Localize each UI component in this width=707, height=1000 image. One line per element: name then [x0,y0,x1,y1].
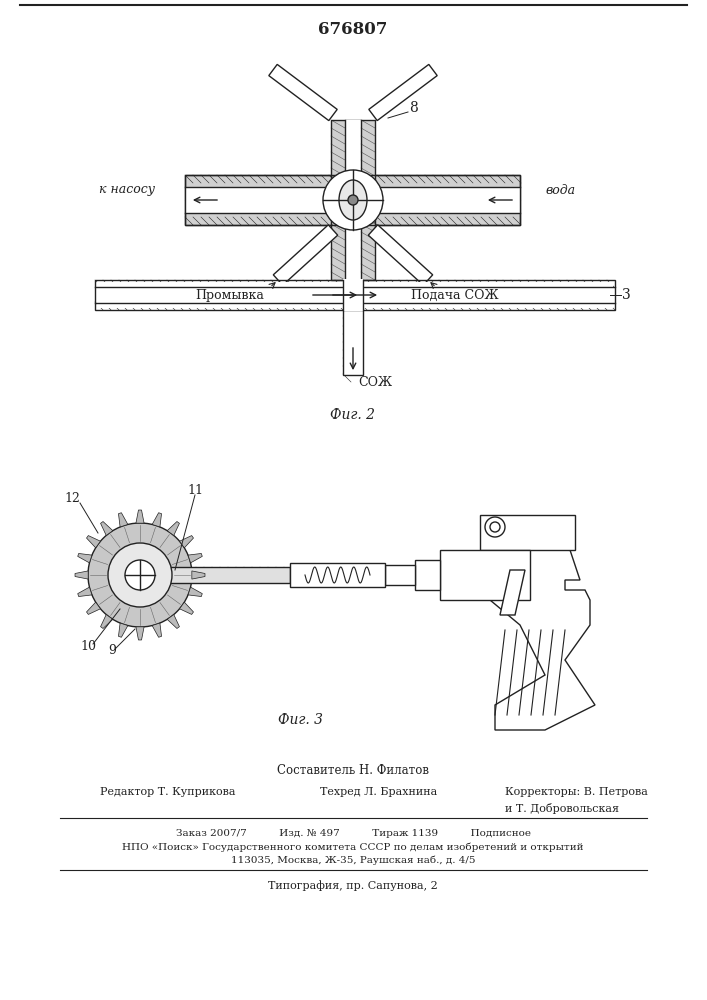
Polygon shape [490,550,595,730]
Text: 113035, Москва, Ж-35, Раушская наб., д. 4/5: 113035, Москва, Ж-35, Раушская наб., д. … [230,855,475,865]
Bar [95,280,615,310]
Polygon shape [119,623,128,637]
Bar [440,550,530,600]
Circle shape [348,195,358,205]
Text: 10: 10 [80,641,96,654]
Text: к насосу: к насосу [99,184,155,196]
Polygon shape [369,64,437,121]
Polygon shape [269,64,337,121]
Bar [97,290,613,308]
Polygon shape [500,570,525,615]
Bar [97,282,613,308]
Bar [185,175,520,200]
Polygon shape [167,522,180,535]
Text: Фиг. 2: Фиг. 2 [330,408,375,422]
Text: Техред Л. Брахнина: Техред Л. Брахнина [320,787,437,797]
Text: 9: 9 [108,645,116,658]
Text: Типография, пр. Сапунова, 2: Типография, пр. Сапунова, 2 [268,881,438,891]
Polygon shape [86,536,100,548]
Circle shape [125,560,155,590]
Bar [415,560,440,590]
Bar [345,120,361,280]
Bar [343,310,363,375]
Polygon shape [180,602,194,614]
Polygon shape [100,522,113,535]
Text: Подача СОЖ: Подача СОЖ [411,288,499,302]
Text: 676807: 676807 [318,21,387,38]
Polygon shape [152,623,161,637]
Polygon shape [368,225,433,285]
Bar [290,563,385,587]
Bar [343,279,363,311]
Text: 11: 11 [187,484,203,496]
Text: Составитель Н. Филатов: Составитель Н. Филатов [277,764,429,776]
Text: вода: вода [545,184,575,196]
Polygon shape [188,587,202,597]
Circle shape [485,517,505,537]
Bar [185,187,520,213]
Bar [385,565,415,585]
Text: Редактор Т. Куприкова: Редактор Т. Куприкова [100,787,235,797]
Polygon shape [192,571,205,579]
Bar [480,515,575,550]
Text: Корректоры: В. Петрова: Корректоры: В. Петрова [505,787,648,797]
Text: 8: 8 [409,101,417,115]
Polygon shape [167,615,180,628]
Text: и Т. Добровольская: и Т. Добровольская [505,802,619,814]
Text: Заказ 2007/7          Изд. № 497          Тираж 1139          Подписное: Заказ 2007/7 Изд. № 497 Тираж 1139 Подпи… [175,828,530,838]
Text: 12: 12 [64,491,80,504]
Polygon shape [86,602,100,614]
Polygon shape [78,587,92,597]
Text: НПО «Поиск» Государственного комитета СССР по делам изобретений и открытий: НПО «Поиск» Государственного комитета СС… [122,842,584,852]
Ellipse shape [339,180,367,220]
Bar [331,120,375,280]
Bar [185,175,520,225]
Text: Фиг. 3: Фиг. 3 [278,713,322,727]
Circle shape [490,522,500,532]
Circle shape [323,170,383,230]
Circle shape [88,523,192,627]
Polygon shape [136,627,144,640]
Polygon shape [119,513,128,527]
Polygon shape [188,553,202,563]
Polygon shape [152,513,161,527]
Polygon shape [180,536,194,548]
Text: 3: 3 [622,288,631,302]
Polygon shape [136,510,144,523]
Polygon shape [75,571,88,579]
Circle shape [108,543,172,607]
Text: Промывка: Промывка [196,288,264,302]
Polygon shape [78,553,92,563]
Polygon shape [274,225,338,285]
Bar [140,567,290,583]
Text: СОЖ: СОЖ [358,376,392,389]
Polygon shape [100,615,113,628]
Bar [185,200,520,225]
